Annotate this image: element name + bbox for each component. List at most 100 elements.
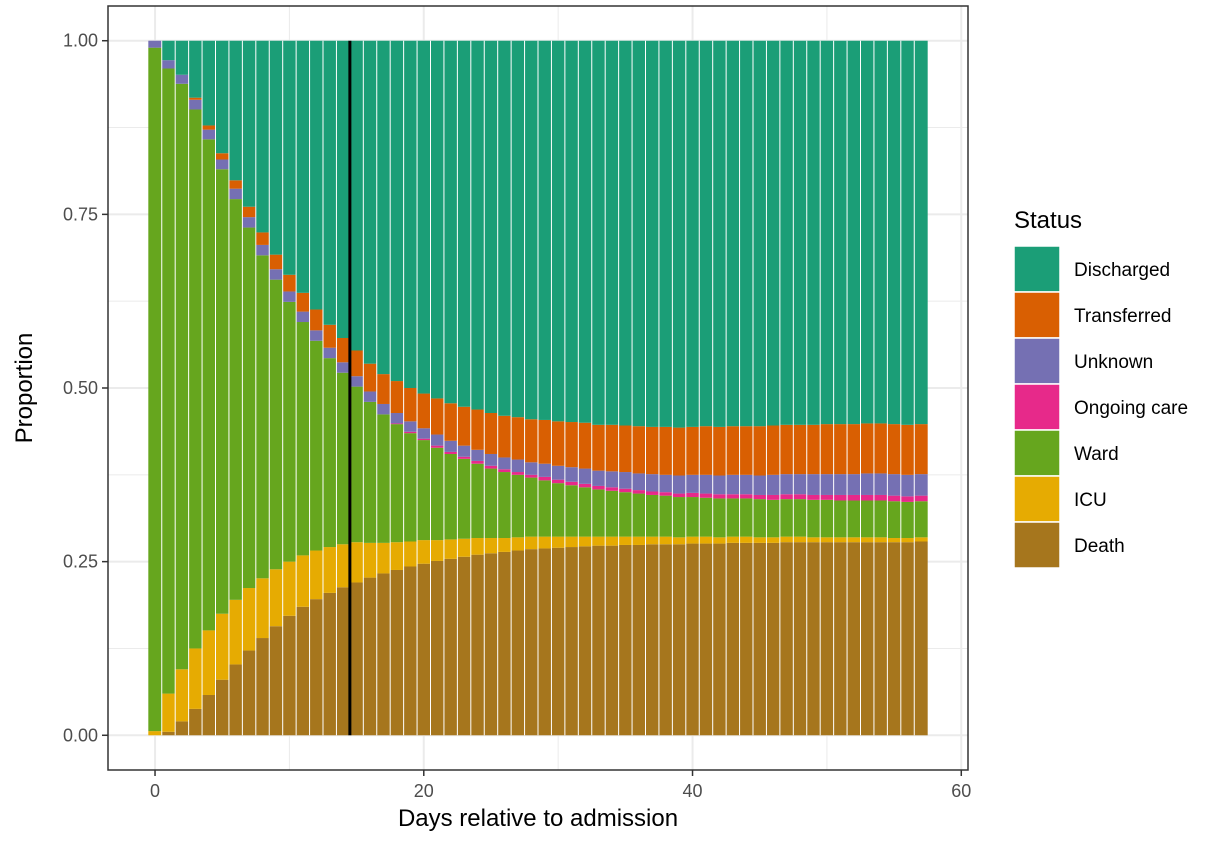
bar-segment-unknown (228, 188, 243, 200)
bar-segment-transferred (323, 324, 337, 348)
bar-segment-ward (336, 372, 350, 545)
legend-key-ward (1013, 429, 1061, 477)
bar-segment-unknown (309, 330, 323, 341)
bar-segment-discharged (390, 40, 404, 382)
bar-segment-icu (255, 578, 270, 639)
y-axis-title: Proportion (11, 333, 38, 444)
bar-segment-ward (672, 497, 686, 538)
bar-segment-death (215, 679, 229, 736)
bar-segment-ongoing-care (685, 492, 700, 498)
bar-segment-unknown (564, 467, 579, 482)
bar-segment-unknown (161, 60, 176, 69)
bar-segment-ongoing-care (443, 451, 458, 454)
bar-segment-ward (578, 487, 592, 537)
bar-segment-transferred (282, 274, 297, 292)
bar-segment-ward (538, 480, 552, 537)
bar-segment-transferred (753, 426, 767, 476)
bar-segment-unknown (363, 391, 377, 402)
bar-segment-ward (847, 500, 861, 538)
bar-segment-unknown (578, 468, 592, 484)
bar-segment-ongoing-care (578, 483, 592, 488)
bar-segment-transferred (470, 409, 485, 450)
bar-segment-unknown (699, 474, 713, 494)
bar-segment-unknown (591, 470, 606, 486)
bar-segment-ongoing-care (538, 476, 552, 481)
bar-segment-transferred (672, 427, 686, 476)
bar-segment-icu (833, 537, 848, 543)
bar-segment-death (336, 587, 350, 736)
bar-segment-unknown (860, 473, 874, 495)
bar-segment-unknown (793, 474, 807, 495)
bar-segment-icu (793, 536, 807, 543)
bar-segment-unknown (484, 453, 498, 466)
bar-segment-ongoing-care (806, 494, 821, 500)
bar-segment-ongoing-care (833, 494, 848, 501)
bar-segment-unknown (779, 474, 794, 495)
bar-segment-unknown (511, 459, 525, 473)
bar-segment-unknown (618, 472, 633, 489)
bar-segment-discharged (820, 40, 834, 425)
bar-segment-ongoing-care (605, 487, 619, 491)
bar-segment-death (175, 721, 189, 736)
bar-segment-discharged (753, 40, 767, 427)
bar-segment-unknown (551, 465, 565, 480)
bar-segment-discharged (269, 40, 283, 255)
bar-segment-death (269, 626, 283, 736)
bar-segment-icu (161, 693, 176, 732)
bar-segment-discharged (484, 40, 498, 414)
bar-segment-transferred (726, 426, 740, 475)
bar-segment-transferred (578, 422, 592, 469)
bar-segment-icu (175, 669, 189, 722)
bar-segment-ongoing-care (497, 469, 512, 473)
bar-segment-discharged (242, 40, 256, 207)
bar-segment-unknown (833, 474, 848, 495)
bar-segment-ongoing-care (847, 494, 861, 501)
bar-segment-death (228, 664, 243, 736)
bar-segment-unknown (148, 40, 162, 48)
bar-segment-death (323, 592, 337, 736)
bar-segment-death (363, 577, 377, 736)
bar-segment-ongoing-care (390, 423, 404, 425)
bar-segment-ward (766, 499, 780, 538)
legend-label: Ward (1074, 444, 1119, 465)
stacked-bars (148, 40, 928, 736)
bar-segment-icu (457, 538, 471, 557)
bar-segment-unknown (215, 159, 229, 170)
bar-segment-discharged (349, 40, 364, 351)
bar-segment-ward (793, 499, 807, 537)
bar-segment-icu (228, 599, 243, 665)
bar-segment-transferred (820, 424, 834, 475)
bar-segment-discharged (228, 40, 243, 181)
bar-segment-discharged (443, 40, 458, 404)
bar-segment-icu (269, 569, 283, 627)
bar-segment-icu (538, 536, 552, 549)
bar-segment-ward (457, 458, 471, 539)
bar-segment-discharged (309, 40, 323, 310)
bar-segment-icu (323, 547, 337, 593)
bar-segment-transferred (296, 292, 310, 312)
bar-segment-transferred (417, 393, 431, 429)
bar-segment-death (793, 542, 807, 736)
bar-segment-unknown (376, 403, 391, 415)
bar-segment-death (161, 731, 176, 736)
bar-segment-ward (430, 447, 444, 541)
bar-segment-discharged (430, 40, 444, 399)
bar-segment-discharged (470, 40, 485, 410)
bar-segment-discharged (900, 40, 915, 425)
bar-segment-discharged (685, 40, 700, 427)
bar-segment-death (202, 694, 216, 736)
bar-segment-discharged (336, 40, 350, 338)
bar-segment-discharged (202, 40, 216, 126)
bar-segment-death (564, 547, 579, 736)
bar-segment-unknown (497, 457, 512, 470)
bar-segment-unknown (470, 449, 485, 461)
bar-segment-ongoing-care (739, 494, 753, 499)
bar-segment-ward (887, 501, 901, 539)
bar-segment-icu (699, 536, 713, 544)
bar-segment-unknown (753, 475, 767, 495)
bar-segment-ward (470, 463, 485, 539)
legend-key-discharged (1013, 245, 1061, 293)
legend-label: Ongoing care (1074, 398, 1188, 419)
x-tick-label: 40 (683, 781, 703, 801)
bar-segment-ward (269, 279, 283, 570)
